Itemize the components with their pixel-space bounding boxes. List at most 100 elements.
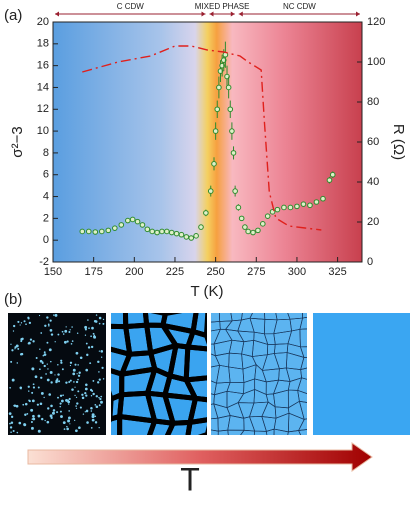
y2-tick-label: 80 <box>367 96 379 108</box>
texture-dot <box>11 349 14 352</box>
x-axis-label: T (K) <box>190 283 223 300</box>
texture-dot <box>94 403 97 406</box>
x-tick-label: 300 <box>288 266 306 278</box>
texture-dot <box>9 422 11 425</box>
data-point <box>307 202 313 209</box>
y-tick-label: 10 <box>37 125 49 137</box>
texture-dot <box>20 337 23 340</box>
texture-dot <box>15 404 19 408</box>
texture-dot <box>84 325 88 329</box>
texture-cell <box>300 367 307 380</box>
texture-dot <box>31 391 34 394</box>
texture-dot <box>32 383 35 386</box>
texture-dot <box>100 400 103 404</box>
texture-dot <box>22 403 25 406</box>
texture-dot <box>84 387 88 391</box>
texture-dot <box>72 368 76 372</box>
texture-dot <box>74 394 76 397</box>
texture-dot <box>37 386 40 389</box>
texture-dot <box>85 368 89 372</box>
texture-dot <box>65 326 67 328</box>
arrow-label: T <box>180 461 200 497</box>
texture-dot <box>43 353 47 356</box>
data-point <box>149 228 156 235</box>
y-tick-label: 14 <box>37 81 49 93</box>
y-axis-label: σ²−3 <box>9 126 26 157</box>
texture-dot <box>35 357 38 359</box>
texture-dot <box>51 411 55 415</box>
texture-dot <box>12 429 15 433</box>
texture-dot <box>46 316 49 319</box>
data-point <box>193 233 199 239</box>
texture-dot <box>78 426 81 430</box>
texture-dot <box>25 323 27 326</box>
y-tick-label: 18 <box>37 38 49 50</box>
texture-dot <box>49 319 52 322</box>
x-tick-label: 200 <box>125 266 143 278</box>
data-point <box>320 195 326 202</box>
texture-dot <box>71 388 74 391</box>
texture-dot <box>14 348 16 350</box>
data-point <box>300 201 307 207</box>
texture-dot <box>30 420 33 423</box>
x-tick-label: 150 <box>44 266 62 278</box>
texture-dot <box>49 371 53 374</box>
data-point <box>250 229 256 236</box>
texture-dot <box>97 381 100 384</box>
texture-dot <box>98 371 100 373</box>
y-tick-label: 0 <box>43 234 49 246</box>
y-tick-label: 4 <box>43 190 49 202</box>
data-point <box>112 225 118 231</box>
texture-dot <box>32 386 36 389</box>
data-point <box>198 224 204 230</box>
texture-dot <box>98 378 101 381</box>
texture-dot <box>84 334 87 336</box>
texture-dot <box>102 318 105 321</box>
data-point <box>232 188 238 194</box>
texture-dot <box>19 353 23 356</box>
texture-dot <box>75 429 78 433</box>
y2-axis-label: R (Ω) <box>390 124 407 160</box>
data-point <box>227 106 234 113</box>
texture-dot <box>29 338 33 341</box>
texture-dot <box>85 409 89 413</box>
texture-dot <box>11 378 15 382</box>
texture-dot <box>59 405 62 408</box>
texture-dot <box>62 333 65 335</box>
region-label: MIXED PHASE <box>195 2 250 11</box>
texture-dot <box>77 374 81 377</box>
texture-dot <box>68 331 71 334</box>
panel-label: (a) <box>4 7 22 24</box>
texture-dot <box>74 363 77 366</box>
texture-dot <box>46 341 49 344</box>
texture-dot <box>84 391 87 395</box>
texture-dot <box>73 381 75 383</box>
texture-dot <box>48 324 50 327</box>
data-point <box>144 226 151 233</box>
texture-dot <box>48 348 52 352</box>
texture-dot <box>75 380 79 384</box>
texture-dot <box>32 340 35 343</box>
texture-dot <box>72 372 76 376</box>
texture-dot <box>57 363 59 366</box>
texture-dot <box>36 403 39 406</box>
texture-cell <box>211 429 219 435</box>
texture-dot <box>31 367 35 371</box>
data-point <box>255 227 261 234</box>
texture-dot <box>98 396 100 399</box>
texture-cell <box>273 428 289 435</box>
texture-dot <box>43 351 46 354</box>
texture-dot <box>43 364 46 368</box>
texture-dot <box>67 400 71 404</box>
texture-dot <box>27 342 30 345</box>
texture-dot <box>90 345 94 349</box>
texture-dot <box>97 360 100 364</box>
texture-dot <box>87 346 91 349</box>
y2-tick-label: 100 <box>367 56 385 68</box>
y-tick-label: 12 <box>37 103 49 115</box>
texture-dot <box>84 328 87 331</box>
y2-tick-label: 120 <box>367 16 385 28</box>
texture-dot <box>90 410 93 412</box>
texture-dot <box>28 321 32 325</box>
texture-dot <box>24 402 28 406</box>
